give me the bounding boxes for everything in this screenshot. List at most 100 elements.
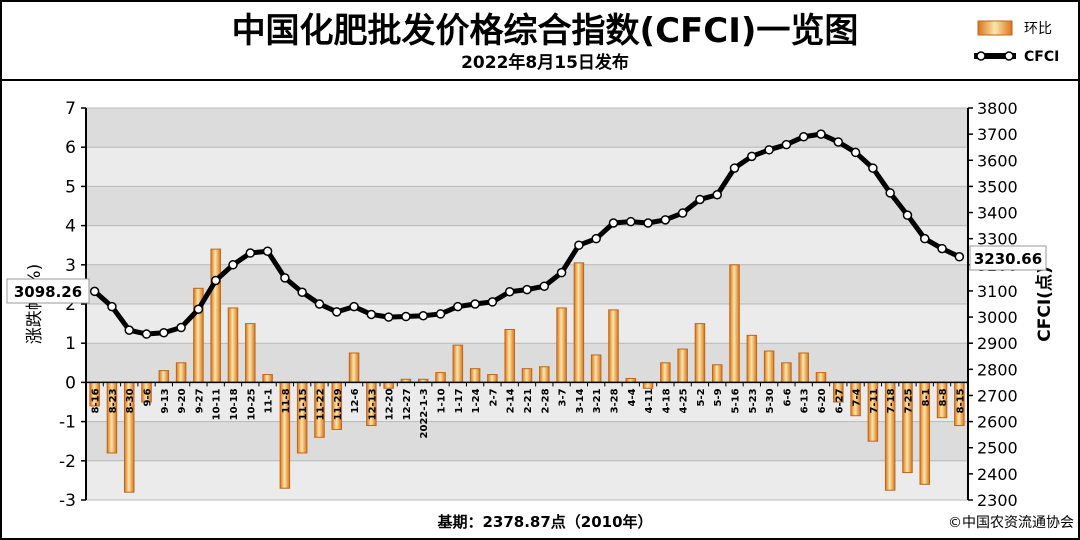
cfci-point — [107, 301, 117, 312]
y-left-tick-label: 0 — [65, 373, 76, 393]
x-tick-label: 8-15 — [955, 388, 966, 413]
y-left-tick-label: 6 — [65, 138, 76, 158]
y-right-tick-label: 2500 — [977, 439, 1018, 458]
grid-band — [86, 264, 968, 304]
cfci-point — [868, 163, 878, 173]
bar — [539, 366, 550, 383]
bar — [590, 354, 602, 383]
cfci-point — [695, 194, 705, 205]
x-tick-label: 11-22 — [315, 388, 326, 420]
cfci-point — [574, 240, 584, 250]
y-left-tick-label: 1 — [65, 334, 76, 354]
cfci-point — [833, 137, 844, 147]
x-tick-label: 11-8 — [281, 388, 292, 413]
footer-base: 基期：2378.87点（2010年） — [436, 513, 652, 531]
legend-line-marker-right — [1004, 51, 1014, 61]
x-tick-label: 2-21 — [523, 388, 534, 413]
cfci-point — [228, 260, 238, 270]
x-tick-label: 8-8 — [938, 388, 949, 406]
x-tick-label: 11-15 — [298, 388, 309, 420]
y-right-tick-label: 2700 — [977, 386, 1018, 405]
y-right-tick-label: 3400 — [977, 204, 1018, 223]
cfci-point — [556, 267, 567, 278]
x-tick-label: 10-18 — [229, 388, 240, 420]
x-tick-label: 6-13 — [800, 388, 811, 413]
cfci-point — [193, 304, 204, 314]
y-right-tick-label: 2300 — [977, 491, 1018, 510]
bar — [781, 362, 792, 383]
cfci-point — [885, 188, 895, 198]
bar — [608, 309, 619, 383]
cfci-point — [850, 147, 861, 158]
x-tick-label: 9-20 — [177, 388, 188, 413]
x-tick-label: 2-28 — [540, 388, 551, 413]
x-tick-label: 3-21 — [592, 388, 603, 413]
grid-band — [86, 421, 968, 461]
cfci-point — [332, 307, 342, 317]
bar — [798, 352, 809, 383]
end-value-label: 3230.66 — [974, 250, 1042, 268]
x-tick-label: 8-16 — [91, 388, 102, 413]
cfci-point — [660, 215, 671, 225]
y-right-tick-label: 2600 — [977, 413, 1018, 432]
bar — [711, 364, 723, 383]
x-tick-label: 1-17 — [454, 388, 465, 413]
cfci-point — [435, 309, 446, 319]
x-tick-label: 5-9 — [713, 388, 724, 406]
y-right-tick-label: 3300 — [977, 230, 1018, 249]
cfci-point — [124, 325, 134, 335]
y-left-tick-label: -1 — [59, 413, 76, 433]
y-right-tick-label: 2800 — [977, 360, 1018, 379]
cfci-point — [504, 286, 515, 297]
y-right-tick-label: 3000 — [977, 308, 1018, 327]
bar — [815, 372, 827, 383]
x-tick-label: 12-13 — [367, 388, 378, 420]
y-right-tick-label: 3700 — [977, 125, 1018, 144]
bar — [158, 370, 170, 383]
bar — [729, 264, 740, 383]
cfci-point — [608, 218, 619, 228]
x-tick-label: 8-30 — [125, 388, 136, 413]
chart-subtitle: 2022年8月15日发布 — [461, 52, 629, 73]
cfci-point — [383, 312, 394, 322]
bar — [763, 350, 775, 383]
end-value-box — [969, 245, 1047, 271]
bar — [435, 372, 446, 383]
bar — [452, 344, 464, 383]
cfci-point — [453, 301, 463, 312]
start-value-label: 3098.26 — [14, 283, 82, 301]
cfci-point — [262, 246, 273, 256]
x-tick-label: 6-20 — [817, 388, 828, 413]
y-left-tick-label: 5 — [65, 177, 76, 197]
axes: -3 -2 -1 0 1 2 3 4 5 6 7 2300 2400 2500 2600 2700 2800 29… — [59, 99, 1018, 511]
grid-band — [86, 186, 968, 226]
bar-series — [89, 248, 965, 493]
x-tick-label: 7-18 — [886, 388, 897, 413]
y-right-tick-label: 2400 — [977, 465, 1018, 484]
x-tick-label: 7-25 — [903, 388, 914, 413]
x-tick-label: 4-18 — [661, 388, 672, 413]
bar — [521, 368, 533, 383]
x-tick-label: 8-1 — [921, 388, 932, 406]
x-tick-label: 8-23 — [108, 388, 119, 413]
cfci-point — [781, 139, 792, 150]
cfci-point — [626, 216, 636, 227]
cfci-point — [954, 252, 965, 262]
cfci-point — [245, 248, 256, 258]
cfci-point — [937, 243, 947, 254]
bar — [227, 307, 239, 383]
x-tick-label: 1-24 — [471, 388, 482, 413]
bar — [660, 362, 671, 383]
footer-copyright: ©中国农资流通协会 — [948, 515, 1074, 531]
y-left-tick-label: -3 — [59, 491, 76, 511]
cfci-point — [366, 309, 377, 320]
x-tick-label: 7-11 — [869, 388, 880, 413]
x-tick-label: 6-6 — [782, 388, 793, 406]
x-tick-label: 4-4 — [627, 388, 638, 406]
bar — [556, 307, 567, 383]
bar — [210, 248, 221, 383]
cfci-point — [729, 163, 740, 173]
bar — [245, 323, 256, 383]
cfci-point — [280, 273, 290, 283]
end-value-callout: 3230.66 — [969, 245, 1047, 271]
